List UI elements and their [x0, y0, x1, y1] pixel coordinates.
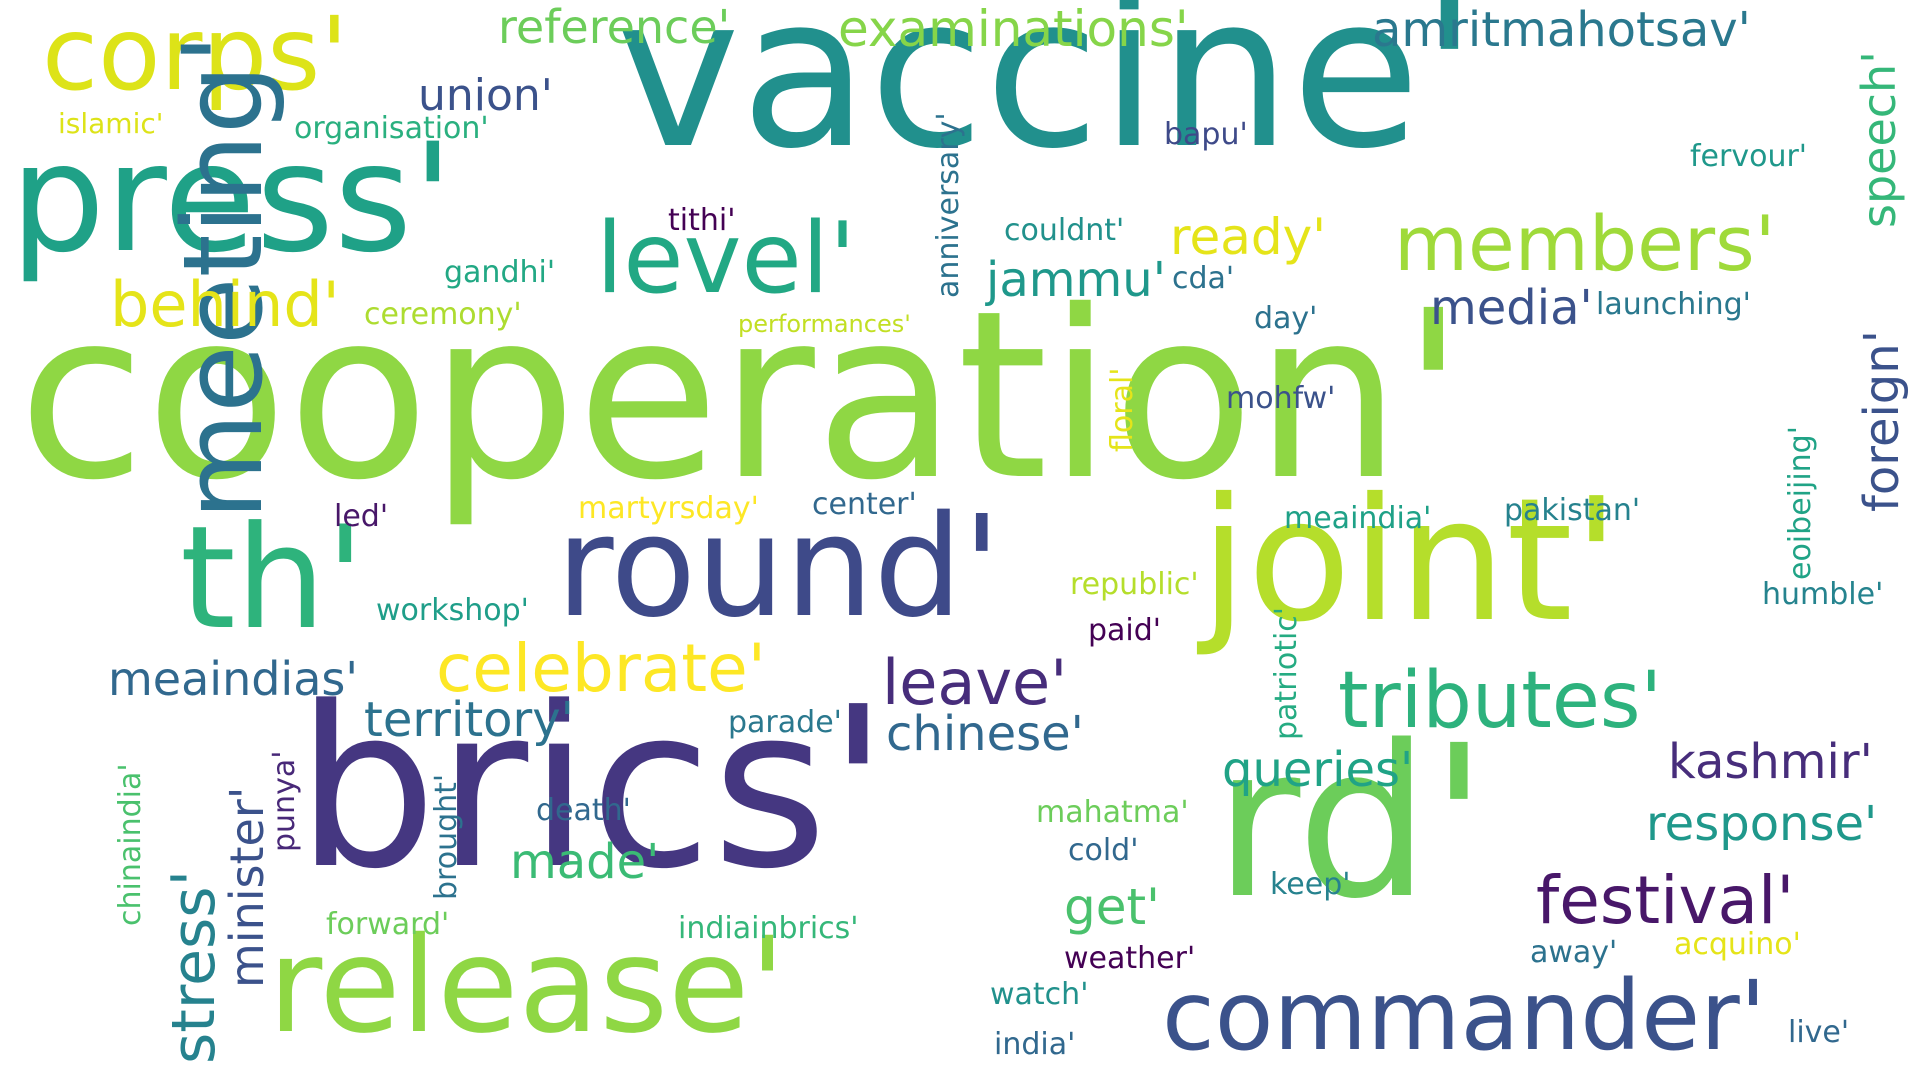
word-organisation: organisation'	[294, 111, 489, 146]
word-patriotic: patriotic'	[1269, 606, 1304, 740]
word-speech: speech'	[1852, 51, 1906, 228]
word-made: made'	[510, 834, 660, 890]
word-examinations: examinations'	[838, 0, 1189, 58]
word-floral: floral'	[1105, 367, 1140, 452]
word-death: death'	[536, 793, 631, 828]
word-reference: reference'	[498, 0, 731, 54]
word-performances: performances'	[738, 310, 911, 338]
word-eoibeijing: eoibeijing'	[1783, 426, 1818, 580]
word-live: live'	[1788, 1015, 1850, 1050]
word-punya: punya'	[267, 750, 302, 852]
word-round: round'	[556, 486, 1001, 649]
word-celebrate: celebrate'	[436, 630, 766, 707]
word-members: members'	[1394, 199, 1776, 288]
word-forward: forward'	[326, 907, 450, 942]
word-bapu: bapu'	[1164, 117, 1248, 152]
word-acquino: acquino'	[1674, 927, 1801, 962]
word-india: india'	[994, 1027, 1076, 1062]
word-humble: humble'	[1762, 577, 1884, 612]
word-cold: cold'	[1068, 833, 1139, 868]
word-kashmir: kashmir'	[1668, 734, 1873, 790]
word-led: led'	[334, 499, 389, 534]
word-rd: rd'	[1214, 700, 1488, 945]
word-tributes: tributes'	[1338, 656, 1662, 746]
word-ready: ready'	[1170, 208, 1326, 266]
word-paid: paid'	[1088, 613, 1162, 648]
word-ceremony: ceremony'	[364, 297, 522, 332]
word-festival: festival'	[1536, 862, 1795, 939]
word-indiainbrics: indiainbrics'	[678, 911, 859, 946]
word-press: press'	[10, 112, 454, 286]
word-media: media'	[1430, 280, 1593, 336]
word-keep: keep'	[1270, 867, 1351, 902]
word-islamic: islamic'	[58, 107, 164, 140]
word-commander: commander'	[1162, 960, 1767, 1072]
word-launching: launching'	[1596, 287, 1751, 322]
word-weather: weather'	[1064, 941, 1196, 976]
word-vaccine: vaccine'	[616, 0, 1479, 195]
word-chinese: chinese'	[886, 706, 1084, 762]
word-workshop: workshop'	[376, 593, 529, 628]
word-queries: queries'	[1222, 742, 1414, 798]
word-brought: brought'	[429, 773, 464, 900]
word-anniversary: anniversary'	[931, 112, 966, 298]
word-republic: republic'	[1070, 567, 1199, 602]
word-behind: behind'	[110, 268, 340, 341]
word-leave: leave'	[882, 646, 1068, 719]
word-jammu: jammu'	[986, 252, 1166, 308]
word-joint: joint'	[1200, 462, 1620, 660]
word-watch: watch'	[990, 977, 1089, 1012]
word-release: release'	[268, 909, 786, 1063]
word-center: center'	[812, 487, 917, 522]
word-parade: parade'	[728, 705, 842, 740]
word-minister: minister'	[220, 786, 274, 988]
word-cda: cda'	[1172, 261, 1235, 296]
word-gandhi: gandhi'	[444, 255, 556, 290]
word-mohfw: mohfw'	[1226, 381, 1336, 416]
word-response: response'	[1646, 796, 1878, 852]
word-stress: stress'	[159, 869, 229, 1064]
word-amritmahotsav: amritmahotsav'	[1372, 2, 1751, 58]
word-foreign: foreign'	[1854, 330, 1910, 512]
word-mahatma: mahatma'	[1036, 795, 1189, 830]
word-chinaindia: chinaindia'	[113, 763, 148, 926]
word-meaindia: meaindia'	[1284, 501, 1432, 536]
word-cooperation: cooperation'	[18, 261, 1466, 531]
word-away: away'	[1530, 935, 1618, 970]
word-territory: territory'	[364, 692, 574, 748]
word-couldnt: couldnt'	[1004, 213, 1125, 248]
word-corps: corps'	[42, 0, 349, 114]
word-brics: brics'	[296, 660, 889, 918]
word-union: union'	[418, 70, 553, 121]
word-day: day'	[1254, 301, 1318, 336]
word-martyrsday: martyrsday'	[578, 491, 759, 526]
word-th: th'	[180, 496, 365, 661]
word-level: level'	[596, 202, 856, 316]
word-meaindias: meaindias'	[108, 652, 359, 706]
word-pakistan: pakistan'	[1504, 493, 1641, 528]
word-fervour: fervour'	[1690, 139, 1808, 174]
word-get: get'	[1064, 878, 1160, 936]
word-tithi: tithi'	[668, 203, 736, 238]
